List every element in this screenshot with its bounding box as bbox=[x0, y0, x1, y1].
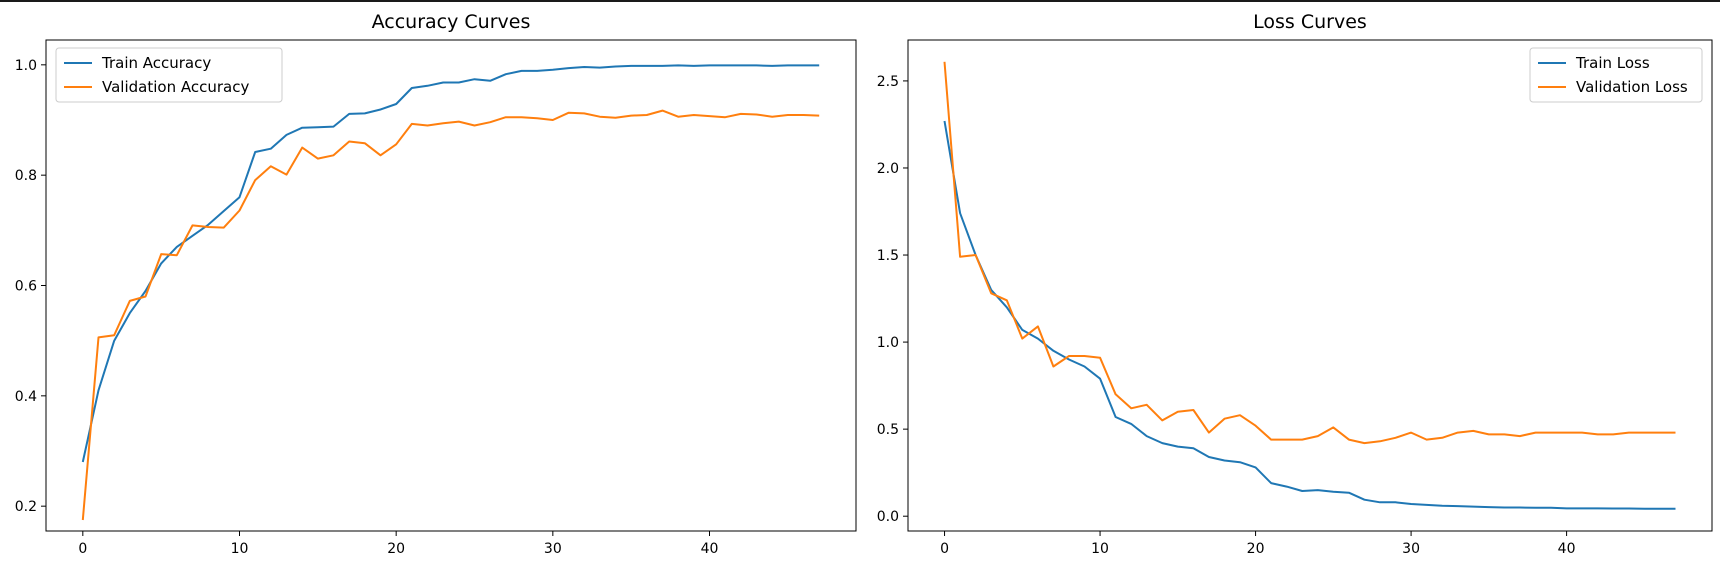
accuracy-chart-title: Accuracy Curves bbox=[372, 11, 531, 33]
accuracy-x-tick-label: 30 bbox=[544, 541, 562, 557]
loss-x-tick-label: 30 bbox=[1402, 541, 1420, 557]
loss-legend-label: Train Loss bbox=[1575, 54, 1650, 72]
accuracy-x-tick-label: 20 bbox=[387, 541, 405, 557]
accuracy-chart-panel: Accuracy Curves 0 10 20 30 40 0.2 0.4 0.6 0.8 1.0… bbox=[15, 11, 857, 557]
accuracy-series-train-line bbox=[81, 64, 820, 463]
loss-x-tick-label: 40 bbox=[1558, 541, 1576, 557]
loss-y-tick-label: 1.0 bbox=[877, 335, 899, 351]
loss-plot-frame bbox=[907, 39, 1713, 532]
loss-y-tick-label: 0.0 bbox=[877, 509, 899, 525]
window-top-border bbox=[0, 0, 1720, 2]
accuracy-y-tick-label: 0.8 bbox=[15, 168, 37, 184]
accuracy-x-tick-label: 0 bbox=[78, 541, 87, 557]
loss-y-tick-label: 1.5 bbox=[877, 248, 899, 264]
loss-x-tick-label: 10 bbox=[1091, 541, 1109, 557]
accuracy-plot-frame bbox=[45, 39, 857, 532]
accuracy-series-validation-line bbox=[81, 109, 820, 521]
loss-legend-box bbox=[1529, 47, 1703, 103]
loss-series-validation-line bbox=[943, 61, 1676, 445]
accuracy-y-tick-label: 0.4 bbox=[15, 389, 37, 405]
loss-x-tick-label: 0 bbox=[940, 541, 949, 557]
accuracy-legend-label: Train Accuracy bbox=[101, 54, 211, 72]
loss-chart-panel: Loss Curves 0 10 20 30 40 0.0 0.5 1.0 1.5 2.0 2.5 T… bbox=[877, 11, 1713, 557]
loss-x-tick-label: 20 bbox=[1247, 541, 1265, 557]
loss-y-tick-label: 2.5 bbox=[877, 74, 899, 90]
loss-chart-title: Loss Curves bbox=[1253, 11, 1367, 33]
accuracy-y-tick-label: 0.2 bbox=[15, 499, 37, 515]
accuracy-y-tick-label: 0.6 bbox=[15, 279, 37, 295]
accuracy-legend-box bbox=[55, 47, 283, 103]
loss-series-train-line bbox=[943, 120, 1676, 510]
accuracy-y-tick-label: 1.0 bbox=[15, 58, 37, 74]
loss-legend-label: Validation Loss bbox=[1576, 78, 1688, 96]
accuracy-x-tick-label: 10 bbox=[231, 541, 249, 557]
loss-y-tick-label: 0.5 bbox=[877, 422, 899, 438]
accuracy-x-tick-label: 40 bbox=[701, 541, 719, 557]
loss-y-tick-label: 2.0 bbox=[877, 161, 899, 177]
accuracy-legend-label: Validation Accuracy bbox=[102, 78, 249, 96]
